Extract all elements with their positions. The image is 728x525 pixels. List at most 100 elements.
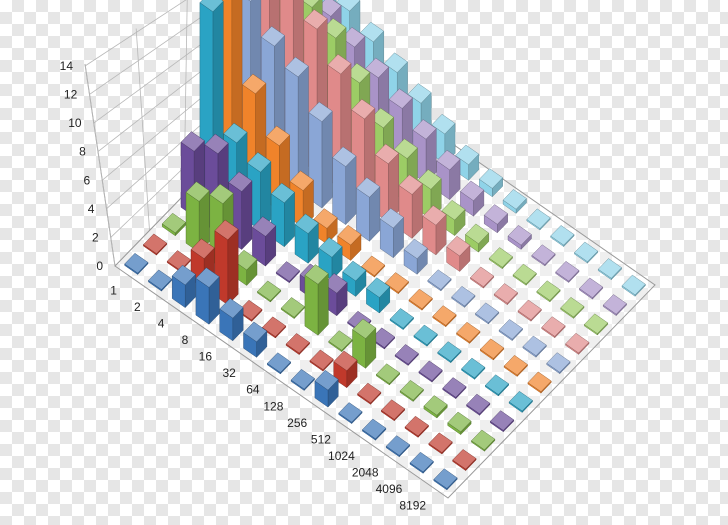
bar [517, 299, 542, 322]
bar [427, 269, 452, 292]
wall-gridline [84, 63, 116, 267]
bar [475, 302, 500, 325]
category-tick-label: 1024 [328, 449, 355, 463]
bar [356, 177, 381, 242]
bar [385, 435, 411, 458]
bar [422, 205, 447, 256]
bar [433, 468, 458, 491]
bar [404, 415, 429, 438]
category-tick-label: 128 [263, 399, 283, 413]
bar [124, 253, 149, 275]
bar [498, 319, 523, 342]
bar [503, 355, 528, 377]
bar [304, 264, 329, 336]
bar [550, 225, 575, 248]
bar [442, 377, 467, 400]
bar [384, 272, 409, 295]
bar [527, 371, 552, 394]
bar [436, 149, 461, 201]
bar [257, 280, 282, 303]
bar [342, 260, 367, 297]
category-tick-label: 4 [158, 316, 165, 330]
bar [456, 321, 481, 344]
bar [437, 341, 462, 364]
bar [284, 56, 309, 192]
bar [432, 305, 457, 328]
bar [483, 204, 509, 234]
category-tick-label: 2048 [352, 466, 379, 480]
bar [446, 235, 471, 272]
bar [489, 410, 515, 433]
bar [621, 274, 646, 297]
bar [290, 369, 315, 391]
bar [466, 393, 491, 416]
bar [526, 208, 551, 231]
bar [451, 286, 476, 308]
bar [243, 321, 268, 358]
chart-labels: 0246810121412481632641282565121024204840… [60, 59, 427, 513]
bar [488, 247, 513, 270]
bar [219, 298, 244, 342]
category-tick-label: 1 [110, 283, 117, 297]
category-tick-label: 2 [134, 300, 141, 314]
bar [252, 216, 277, 267]
bar [531, 244, 556, 267]
z-tick-label: 14 [60, 59, 74, 73]
bar [541, 316, 566, 339]
bar [428, 432, 453, 455]
bar [389, 308, 414, 331]
bar [275, 261, 300, 284]
bar [403, 238, 428, 275]
bar [597, 258, 622, 281]
bar [352, 318, 377, 369]
bar [148, 269, 173, 292]
bar [418, 360, 443, 383]
bar [565, 332, 590, 355]
bar [337, 224, 362, 261]
bar [366, 277, 391, 314]
bar [470, 266, 495, 289]
bar [460, 180, 485, 217]
bar [546, 352, 571, 375]
bar [479, 338, 505, 361]
bar [574, 241, 599, 264]
bar [583, 313, 609, 336]
bar [555, 261, 580, 283]
bar [536, 280, 561, 303]
bar [171, 264, 196, 309]
bar [332, 146, 357, 226]
bar [333, 350, 358, 389]
z-tick-label: 12 [64, 88, 78, 102]
bar [161, 212, 187, 237]
bar [280, 297, 305, 320]
category-tick-label: 4096 [376, 482, 403, 496]
bar [471, 429, 496, 452]
category-tick-label: 32 [222, 366, 236, 380]
bar [266, 352, 292, 375]
bar [309, 349, 334, 372]
bar [507, 225, 532, 250]
category-tick-label: 64 [246, 383, 260, 397]
bar [512, 263, 537, 286]
bar [484, 374, 510, 397]
bar [522, 335, 547, 358]
bar [508, 391, 533, 413]
bar [314, 370, 339, 408]
z-tick-label: 0 [96, 259, 103, 273]
bar [413, 324, 438, 347]
bar [143, 233, 168, 256]
category-tick-label: 8192 [399, 499, 426, 513]
bar [502, 189, 527, 214]
category-tick-label: 8 [182, 333, 189, 347]
bar [285, 333, 310, 356]
category-tick-label: 16 [199, 350, 213, 364]
bar [362, 418, 387, 441]
wall-gridline [135, 28, 150, 231]
bar [375, 363, 401, 386]
bar [560, 297, 585, 319]
bar [338, 402, 363, 425]
bar [195, 267, 220, 325]
bar [361, 255, 386, 278]
bar [294, 213, 319, 264]
